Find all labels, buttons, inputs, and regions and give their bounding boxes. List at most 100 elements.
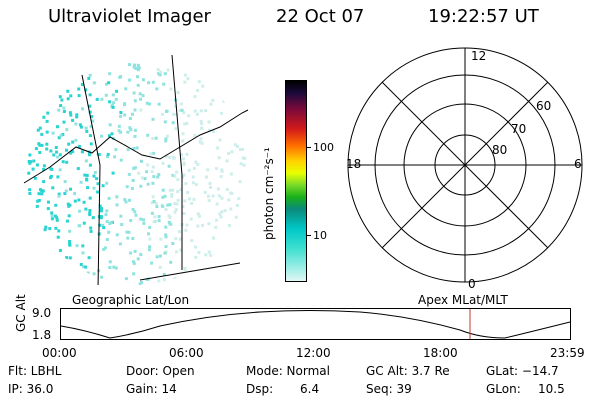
emission-dot bbox=[65, 128, 69, 132]
emission-dot bbox=[164, 137, 168, 141]
altitude-curve bbox=[60, 310, 571, 339]
geo-panel-label: Geographic Lat/Lon bbox=[72, 293, 190, 307]
emission-dot bbox=[85, 177, 89, 181]
emission-dot bbox=[49, 149, 53, 153]
emission-dot bbox=[88, 104, 92, 108]
emission-dot bbox=[123, 113, 127, 117]
emission-dot bbox=[67, 142, 71, 146]
emission-dot bbox=[71, 118, 75, 122]
emission-dot bbox=[151, 195, 155, 199]
emission-dot bbox=[178, 108, 182, 112]
emission-dot bbox=[68, 242, 72, 246]
emission-dot bbox=[88, 93, 92, 97]
emission-dot bbox=[98, 204, 102, 208]
emission-dot bbox=[44, 225, 48, 229]
emission-dot bbox=[45, 142, 49, 146]
emission-dot bbox=[136, 63, 140, 67]
emission-dot bbox=[167, 220, 171, 224]
emission-dot bbox=[74, 138, 78, 142]
status-dsp-value: 6.4 bbox=[300, 382, 320, 396]
emission-dot bbox=[200, 141, 204, 145]
emission-dot bbox=[87, 153, 91, 157]
emission-dot bbox=[147, 81, 151, 85]
emission-dot bbox=[161, 188, 165, 192]
emission-dot bbox=[112, 265, 116, 269]
emission-dot bbox=[59, 104, 63, 108]
emission-dot bbox=[89, 142, 93, 146]
emission-dot bbox=[69, 187, 72, 191]
emission-dot bbox=[115, 233, 119, 237]
emission-dot bbox=[164, 208, 168, 211]
emission-dot bbox=[45, 147, 49, 151]
emission-dot bbox=[101, 223, 105, 227]
emission-dot bbox=[213, 254, 217, 258]
emission-dot bbox=[119, 158, 123, 162]
emission-dot bbox=[114, 266, 118, 270]
emission-dot bbox=[84, 126, 88, 130]
emission-dot bbox=[79, 263, 83, 266]
emission-dot bbox=[145, 101, 149, 105]
emission-dot bbox=[56, 235, 60, 239]
emission-dot bbox=[105, 209, 109, 213]
emission-dot bbox=[76, 167, 80, 171]
emission-dot bbox=[161, 204, 165, 208]
colorbar-tick bbox=[306, 235, 311, 236]
altitude-ytick-1-8: 1.8 bbox=[32, 328, 52, 342]
emission-dot bbox=[57, 136, 61, 140]
emission-dot bbox=[199, 120, 203, 123]
emission-dot bbox=[56, 125, 59, 129]
emission-dot bbox=[55, 150, 59, 154]
status-dsp-label: Dsp: bbox=[246, 382, 274, 396]
emission-dot bbox=[85, 129, 89, 133]
emission-dot bbox=[92, 186, 96, 190]
emission-dot bbox=[145, 277, 149, 281]
emission-dot bbox=[107, 134, 111, 138]
emission-dot bbox=[140, 281, 143, 285]
emission-dot bbox=[84, 265, 88, 269]
emission-dot bbox=[42, 164, 46, 168]
emission-dot bbox=[68, 111, 72, 115]
emission-dot bbox=[163, 194, 167, 198]
emission-dot bbox=[152, 200, 156, 203]
emission-dot bbox=[170, 194, 174, 198]
emission-dot bbox=[80, 150, 84, 154]
emission-dot bbox=[185, 121, 189, 125]
emission-dot bbox=[209, 102, 213, 106]
emission-dot bbox=[136, 67, 140, 71]
emission-dot bbox=[37, 199, 41, 202]
colorbar-tick-label-10: 10 bbox=[313, 229, 327, 242]
status-seq: Seq: 39 bbox=[366, 382, 412, 396]
emission-dot bbox=[40, 192, 44, 196]
emission-dot bbox=[207, 120, 211, 124]
emission-dot bbox=[139, 253, 143, 256]
altitude-xtick-1200: 12:00 bbox=[296, 346, 331, 360]
emission-dot bbox=[181, 205, 185, 209]
mlt-label-6: 6 bbox=[574, 157, 582, 171]
emission-dot bbox=[241, 156, 245, 160]
emission-dot bbox=[174, 237, 178, 241]
emission-dot bbox=[203, 190, 207, 194]
emission-dot bbox=[56, 155, 60, 159]
emission-dot bbox=[62, 110, 66, 113]
emission-dot bbox=[164, 225, 168, 229]
emission-dot bbox=[108, 260, 112, 264]
status-glon-label: GLon: bbox=[486, 382, 521, 396]
emission-dot bbox=[215, 218, 219, 222]
emission-dot bbox=[133, 108, 137, 112]
emission-dot bbox=[51, 131, 55, 135]
emission-dot bbox=[75, 244, 79, 248]
emission-dot bbox=[42, 167, 46, 171]
emission-dot bbox=[119, 130, 123, 134]
emission-dot bbox=[209, 253, 213, 257]
emission-dot bbox=[227, 224, 231, 228]
emission-dot bbox=[42, 180, 46, 184]
emission-dot bbox=[77, 94, 81, 98]
emission-dot bbox=[136, 75, 139, 79]
geo-grid-lines bbox=[23, 55, 249, 285]
emission-dot bbox=[181, 139, 185, 143]
emission-dot bbox=[167, 155, 171, 159]
emission-dot bbox=[242, 163, 246, 167]
emission-dot bbox=[65, 160, 69, 164]
emission-dot bbox=[128, 117, 132, 120]
emission-dot bbox=[88, 209, 92, 212]
